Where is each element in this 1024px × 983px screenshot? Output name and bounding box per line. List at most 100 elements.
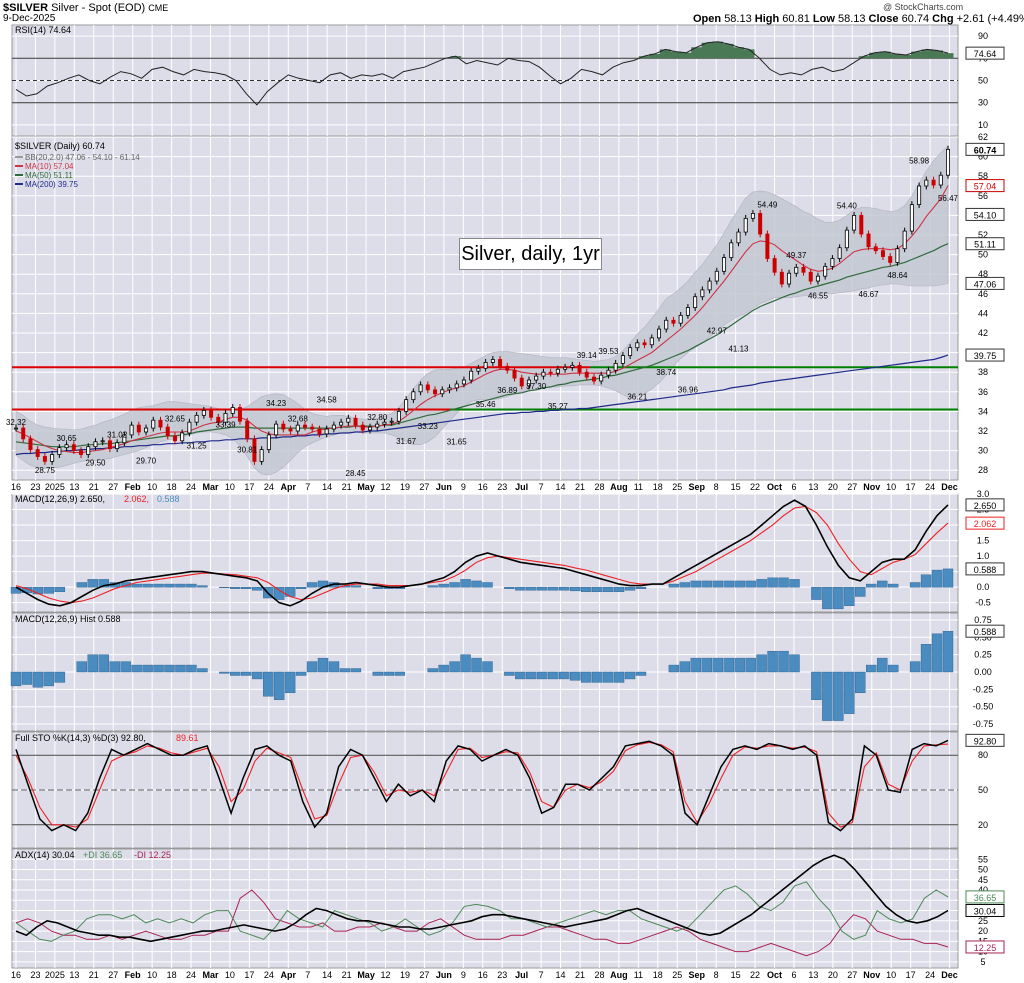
hist-bar bbox=[109, 661, 120, 673]
price-extreme-label: 54.40 bbox=[837, 201, 858, 210]
price-extreme-label: 42.97 bbox=[707, 326, 728, 335]
price-bar bbox=[288, 428, 293, 432]
price-bar bbox=[584, 371, 589, 378]
macd-hist-bar bbox=[635, 586, 647, 589]
x-tick-label: 25 bbox=[672, 482, 682, 492]
x-tick-label: 27 bbox=[419, 970, 429, 980]
x-tick-label: 27 bbox=[419, 482, 429, 492]
x-tick-label: Aug bbox=[610, 970, 628, 980]
price-right-label-box bbox=[965, 207, 1005, 221]
price-bar bbox=[671, 319, 676, 324]
x-tick-label: Mar bbox=[202, 970, 219, 980]
macd-hist-bar bbox=[866, 583, 877, 588]
x-tick-label: 13 bbox=[808, 970, 818, 980]
hist-bar bbox=[273, 671, 285, 700]
stochastic-y-tick: 20 bbox=[978, 820, 988, 830]
macd-hist-bar bbox=[920, 574, 932, 588]
x-tick-label: Nov bbox=[863, 482, 880, 492]
price-bar bbox=[664, 319, 669, 330]
x-tick-label: 21 bbox=[575, 970, 585, 980]
price-bar bbox=[404, 399, 409, 412]
price-bar bbox=[772, 258, 777, 273]
sto-k-line bbox=[15, 739, 949, 832]
price-bar bbox=[447, 387, 452, 391]
price-right-label-box bbox=[965, 348, 1005, 362]
price-bar bbox=[837, 247, 842, 259]
hist-bar bbox=[734, 657, 745, 673]
price-bar bbox=[534, 375, 539, 381]
x-tick-label: Jun bbox=[436, 970, 452, 980]
x-tick-label: 23 bbox=[30, 970, 40, 980]
hist-bar bbox=[613, 671, 625, 683]
x-tick-label: 27 bbox=[847, 482, 857, 492]
x-tick-label: 21 bbox=[89, 482, 99, 492]
sto-title-d: 89.61 bbox=[176, 733, 199, 743]
x-tick-label: 13 bbox=[808, 482, 818, 492]
price-bar bbox=[115, 442, 120, 450]
price-bar bbox=[946, 148, 951, 176]
macd-hist-bar bbox=[526, 586, 537, 591]
price-bar bbox=[295, 424, 300, 432]
hist-bar bbox=[164, 664, 175, 673]
price-right-label: 47.06 bbox=[974, 279, 997, 289]
hist-bar bbox=[756, 654, 767, 673]
x-tick-label: 18 bbox=[167, 482, 177, 492]
x-tick-label: Sep bbox=[688, 482, 705, 492]
x-tick-label: Dec bbox=[941, 482, 958, 492]
histogram-y-tick: -0.25 bbox=[973, 684, 994, 694]
price-extreme-label: 41.13 bbox=[728, 345, 749, 354]
price-y-tick: 44 bbox=[978, 308, 988, 318]
legend-entry: MA(50) 51.11 bbox=[25, 171, 73, 180]
x-tick-label: 27 bbox=[108, 482, 118, 492]
chg-value: +2.61 (+4.49%) bbox=[956, 13, 1024, 25]
legend-entry: MA(10) 57.04 bbox=[25, 162, 74, 171]
hist-bar bbox=[591, 671, 603, 683]
x-tick-label: 8 bbox=[714, 482, 719, 492]
price-bar bbox=[209, 410, 214, 418]
hist-bar bbox=[504, 671, 515, 676]
hist-bar bbox=[142, 664, 153, 673]
price-extreme-label: 35.46 bbox=[476, 400, 497, 409]
price-bar bbox=[281, 423, 286, 430]
x-tick-label: 14 bbox=[322, 482, 332, 492]
chg-label: Chg bbox=[932, 13, 954, 25]
macd-hist-bar bbox=[942, 568, 954, 588]
hist-bar bbox=[10, 671, 22, 687]
sto-right-label: 92.80 bbox=[974, 736, 997, 746]
x-tick-label: 9 bbox=[461, 482, 466, 492]
adx-y-tick: 25 bbox=[978, 916, 988, 926]
price-bar bbox=[722, 257, 727, 272]
hist-bar bbox=[844, 671, 855, 714]
hist-bar bbox=[635, 671, 647, 676]
price-bar bbox=[13, 427, 18, 430]
macd-hist-bar bbox=[471, 580, 482, 588]
price-extreme-label: 48.64 bbox=[887, 271, 908, 280]
macd-hist-bar bbox=[811, 586, 822, 600]
hist-bar bbox=[230, 671, 241, 676]
macd-hist-bar bbox=[602, 586, 614, 593]
low-value: 58.13 bbox=[837, 13, 866, 25]
rsi-y-tick: 30 bbox=[978, 98, 988, 108]
hist-bar bbox=[339, 668, 351, 673]
x-tick-label: 24 bbox=[264, 970, 274, 980]
price-bar bbox=[346, 417, 351, 423]
hist-title: MACD(12,26,9) Hist 0.588 bbox=[15, 614, 121, 624]
price-bar bbox=[924, 179, 929, 187]
macd-hist-bar bbox=[701, 580, 712, 588]
price-right-label: 51.11 bbox=[974, 240, 996, 250]
x-tick-label: 17 bbox=[906, 970, 916, 980]
price-y-tick: 28 bbox=[978, 465, 988, 475]
hist-bar bbox=[778, 650, 789, 673]
price-bar bbox=[42, 456, 47, 462]
macd-hist-bar bbox=[887, 583, 899, 588]
price-bar bbox=[685, 307, 690, 316]
price-right-label: 39.75 bbox=[974, 351, 997, 361]
macd-hist-bar bbox=[186, 583, 197, 588]
hist-bar bbox=[131, 664, 142, 673]
price-bar bbox=[909, 204, 914, 232]
hist-bar bbox=[438, 664, 449, 673]
price-extreme-label: 32.65 bbox=[165, 415, 186, 424]
price-y-tick: 58 bbox=[978, 171, 988, 181]
x-tick-label: 11 bbox=[634, 970, 643, 980]
hist-bar bbox=[317, 657, 329, 673]
